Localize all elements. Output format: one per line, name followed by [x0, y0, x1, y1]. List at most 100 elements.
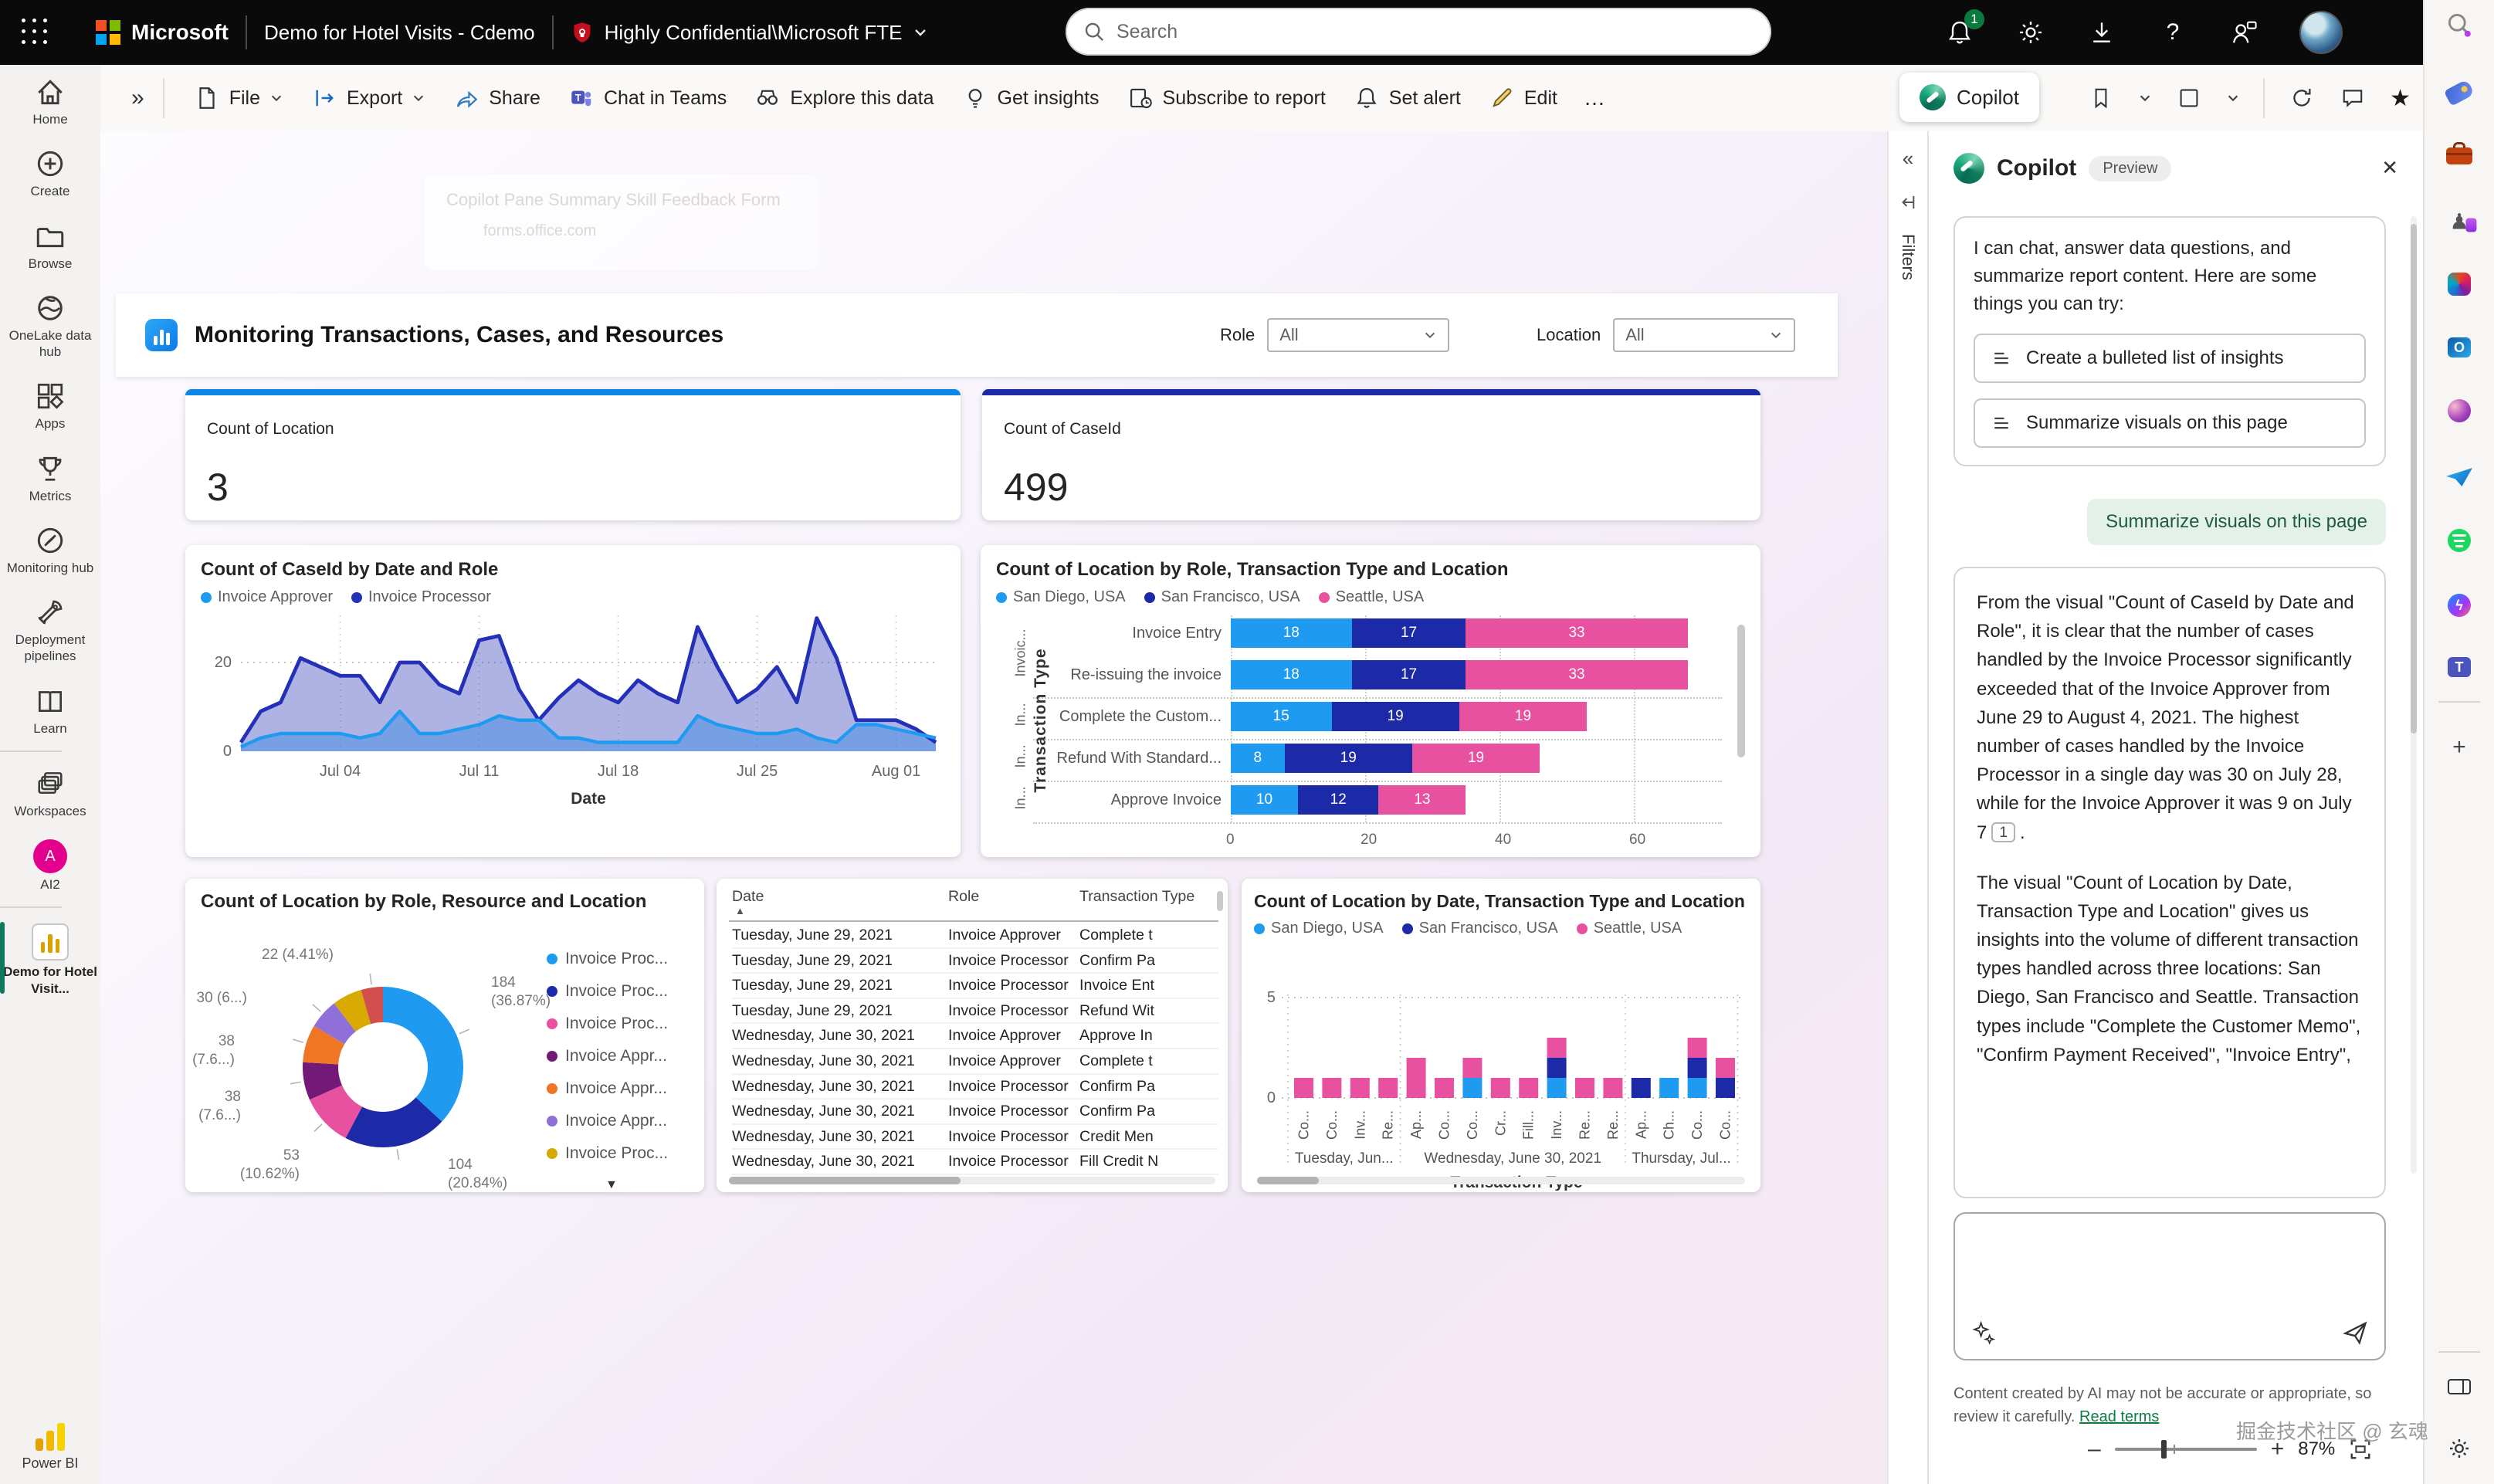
zoom-slider-thumb[interactable] — [2160, 1440, 2167, 1459]
toolbar-button-export[interactable]: Export — [297, 76, 439, 120]
shopping-icon[interactable] — [2443, 79, 2475, 107]
bar-segment[interactable]: 17 — [1351, 618, 1466, 648]
legend-item[interactable]: San Diego, USA — [996, 588, 1126, 606]
sidebar-item-apps[interactable]: Apps — [0, 369, 100, 441]
bar-segment[interactable]: 19 — [1411, 744, 1540, 773]
messenger-icon[interactable]: ϟ — [2448, 594, 2471, 617]
bar-segment[interactable]: 19 — [1459, 702, 1588, 731]
spotify-icon[interactable] — [2448, 529, 2471, 552]
column-segment[interactable] — [1322, 1078, 1342, 1098]
bar-segment[interactable]: 15 — [1231, 702, 1332, 731]
table-row[interactable]: Tuesday, June 29, 2021 Invoice Processor I… — [732, 974, 1218, 999]
donut-slice[interactable] — [303, 1025, 345, 1065]
column-segment[interactable] — [1435, 1078, 1454, 1098]
bar-segment[interactable]: 13 — [1378, 785, 1466, 815]
column-segment[interactable] — [1687, 1058, 1707, 1078]
bar-segment[interactable]: 19 — [1331, 702, 1459, 731]
outlook-icon[interactable]: O — [2448, 337, 2471, 357]
table-row[interactable]: Wednesday, June 30, 2021 Invoice Processo… — [732, 1125, 1218, 1150]
filters-pin-icon[interactable] — [1898, 192, 1918, 212]
zoom-slider[interactable] — [2114, 1440, 2257, 1459]
settings-icon[interactable] — [2447, 1436, 2472, 1461]
legend-item[interactable]: San Diego, USA — [1254, 920, 1384, 937]
donut-slice[interactable] — [313, 1003, 356, 1045]
donut-slice[interactable] — [303, 1062, 343, 1100]
column-header-date[interactable]: Date — [732, 888, 764, 905]
table-hscrollbar-thumb[interactable] — [729, 1177, 961, 1184]
sidebar-item-metrics[interactable]: Metrics — [0, 442, 100, 513]
copilot-chat-input[interactable] — [1954, 1212, 2386, 1360]
legend-item[interactable]: Invoice Processor — [351, 588, 491, 606]
settings-gear-icon[interactable] — [2015, 17, 2046, 48]
column-segment[interactable] — [1631, 1078, 1651, 1098]
zoom-percentage[interactable]: 87% — [2298, 1438, 2336, 1459]
suggestion-create-bulleted-list[interactable]: Create a bulleted list of insights — [1974, 334, 2366, 383]
column-segment[interactable] — [1547, 1058, 1567, 1078]
column-segment[interactable] — [1547, 1078, 1567, 1098]
global-search-input[interactable]: Search — [1066, 8, 1771, 56]
close-icon[interactable]: ✕ — [2381, 156, 2398, 179]
role-slicer-dropdown[interactable]: All — [1267, 318, 1450, 352]
sidebar-item-home[interactable]: Home — [0, 65, 100, 137]
table-vscrollbar-thumb[interactable] — [1217, 891, 1223, 911]
column-segment[interactable] — [1294, 1078, 1313, 1098]
sidebar-item-browse[interactable]: Browse — [0, 209, 100, 281]
teams-icon[interactable]: T — [2448, 657, 2471, 677]
column-segment[interactable] — [1378, 1078, 1398, 1098]
donut-chart-visual[interactable]: Count of Location by Role, Resource and … — [185, 879, 704, 1192]
suggestion-summarize-visuals[interactable]: Summarize visuals on this page — [1974, 398, 2366, 448]
visual-hscrollbar-track[interactable] — [1257, 1177, 1745, 1184]
column-segment[interactable] — [1350, 1078, 1370, 1098]
toolbar-button-edit[interactable]: Edit — [1475, 76, 1571, 120]
zoom-in-button[interactable]: + — [2270, 1436, 2285, 1462]
table-visual[interactable]: Date Role Transaction Type ▲ Tuesday, June 2… — [717, 879, 1228, 1192]
table-row[interactable]: Tuesday, June 29, 2021 Invoice Processor R… — [732, 999, 1218, 1025]
donut-slice[interactable] — [383, 987, 463, 1122]
notifications-bell-icon[interactable]: 1 — [1944, 9, 1984, 48]
area-chart-plot[interactable]: 20 0 Jul 04 Jul 11 Jul 18 Jul 25 Aug 01 Date — [201, 606, 945, 813]
column-segment[interactable] — [1575, 1078, 1594, 1098]
legend-item[interactable]: Invoice Proc... — [547, 1144, 668, 1163]
bar-chart-plot[interactable]: Transaction Type Invoic... In... In... In...… — [996, 615, 1745, 850]
toolbar-button-chat-in-teams[interactable]: T Chat in Teams — [554, 76, 740, 120]
donut-plot[interactable]: 184 (36.87%) 104 (20.84%) 53 (10.62%) 38 (7.6..… — [192, 913, 689, 1191]
download-icon[interactable] — [2086, 17, 2117, 48]
column-segment[interactable] — [1406, 1058, 1426, 1098]
toolbar-button-share[interactable]: Share — [439, 76, 554, 120]
column-header-transaction-type[interactable]: Transaction Type — [1079, 888, 1195, 905]
bar-segment[interactable]: 33 — [1466, 660, 1688, 689]
stacked-column-chart-visual[interactable]: Count of Location by Date, Transaction T… — [1242, 879, 1760, 1192]
expand-filters-icon[interactable]: « — [1902, 147, 1914, 170]
microsoft-logo[interactable]: Microsoft — [96, 20, 229, 45]
filters-pane-label[interactable]: Filters — [1899, 234, 1918, 280]
games-icon[interactable]: ♟ — [2449, 207, 2477, 235]
comments-icon[interactable] — [2339, 84, 2367, 112]
column-header-role[interactable]: Role — [948, 888, 980, 905]
legend-item[interactable]: Invoice Proc... — [547, 1015, 668, 1033]
toolbar-button-subscribe-to-report[interactable]: Subscribe to report — [1113, 76, 1340, 120]
legend-item[interactable]: Invoice Appr... — [547, 1047, 668, 1066]
toolbar-button-explore-this-data[interactable]: Explore this data — [740, 76, 947, 120]
expand-pane-icon[interactable]: » — [131, 85, 144, 110]
column-segment[interactable] — [1519, 1078, 1539, 1098]
column-segment[interactable] — [1659, 1078, 1679, 1098]
column-segment[interactable] — [1603, 1078, 1623, 1098]
legend-item[interactable]: Invoice Approver — [201, 588, 333, 606]
feedback-icon[interactable] — [2228, 17, 2259, 48]
send-icon[interactable] — [2446, 468, 2472, 486]
read-terms-link[interactable]: Read terms — [2079, 1408, 2160, 1425]
column-segment[interactable] — [1462, 1078, 1483, 1098]
sidebar-item-monitoring-hub[interactable]: Monitoring hub — [0, 513, 100, 585]
bar-row-refund-with-standard[interactable]: Refund With Standard... 8 19 19 — [1042, 744, 1722, 773]
table-row[interactable]: Wednesday, June 30, 2021 Invoice Processo… — [732, 1075, 1218, 1100]
fit-to-page-icon[interactable] — [2349, 1438, 2372, 1461]
legend-item[interactable]: Invoice Proc... — [547, 950, 668, 968]
legend-item[interactable]: Invoice Proc... — [547, 982, 668, 1001]
bar-row-invoice-entry[interactable]: Invoice Entry 18 17 33 — [1042, 618, 1722, 648]
table-grid[interactable]: Date Role Transaction Type ▲ Tuesday, June 2… — [717, 879, 1228, 1192]
more-options-button[interactable]: … — [1583, 86, 1607, 110]
table-row[interactable]: Tuesday, June 29, 2021 Invoice Approver Co… — [732, 923, 1218, 949]
bar-segment[interactable]: 8 — [1231, 744, 1285, 773]
bar-segment[interactable]: 33 — [1466, 618, 1688, 648]
bar-segment[interactable]: 12 — [1298, 785, 1379, 815]
